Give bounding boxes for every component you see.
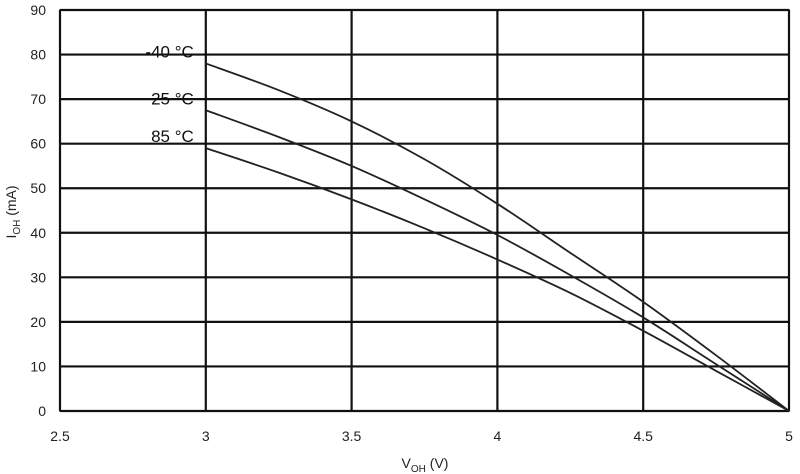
x-tick-label-4: 4.5 xyxy=(633,428,653,444)
series-label-0: -40 °C xyxy=(145,42,193,61)
y-tick-label-6: 60 xyxy=(30,136,46,152)
series-labels: -40 °C 25 °C 85 °C xyxy=(145,42,193,146)
y-tick-label-3: 30 xyxy=(30,269,46,285)
series-lines xyxy=(205,62,790,412)
x-tick-label-3: 4 xyxy=(494,428,502,444)
y-tick-label-9: 90 xyxy=(30,2,46,18)
y-axis-label-sub: OH xyxy=(12,220,23,235)
y-tick-label-7: 70 xyxy=(30,91,46,107)
series-label-1: 25 °C xyxy=(151,89,194,108)
x-axis-label: VOH (V) xyxy=(402,455,449,474)
series-label-2: 85 °C xyxy=(151,127,194,146)
y-tick-label-0: 0 xyxy=(38,403,46,419)
x-axis-label-sub: OH xyxy=(411,464,426,474)
x-tick-label-5: 5 xyxy=(785,428,793,444)
y-tick-label-1: 10 xyxy=(30,358,46,374)
y-tick-label-5: 50 xyxy=(30,180,46,196)
y-axis-label-main: I xyxy=(3,235,19,239)
y-tick-label-4: 40 xyxy=(30,225,46,241)
series-line-1 xyxy=(205,109,790,412)
y-axis-label: IOH (mA) xyxy=(3,185,23,238)
y-tick-label-2: 20 xyxy=(30,314,46,330)
y-tick-labels: 0 10 20 30 40 50 60 70 80 90 xyxy=(30,2,46,419)
x-tick-label-2: 3.5 xyxy=(342,428,362,444)
x-tick-label-0: 2.5 xyxy=(50,428,70,444)
x-tick-label-1: 3 xyxy=(202,428,210,444)
series-line-2 xyxy=(205,147,790,412)
x-tick-labels: 2.5 3 3.5 4 4.5 5 xyxy=(50,428,793,444)
y-tick-label-8: 80 xyxy=(30,47,46,63)
plot-border xyxy=(59,9,790,412)
x-axis-label-main: V xyxy=(402,455,412,471)
x-axis-label-unit: (V) xyxy=(426,455,449,471)
grid xyxy=(58,8,791,413)
y-axis-label-unit: (mA) xyxy=(3,185,19,219)
series-line-0 xyxy=(205,62,790,412)
